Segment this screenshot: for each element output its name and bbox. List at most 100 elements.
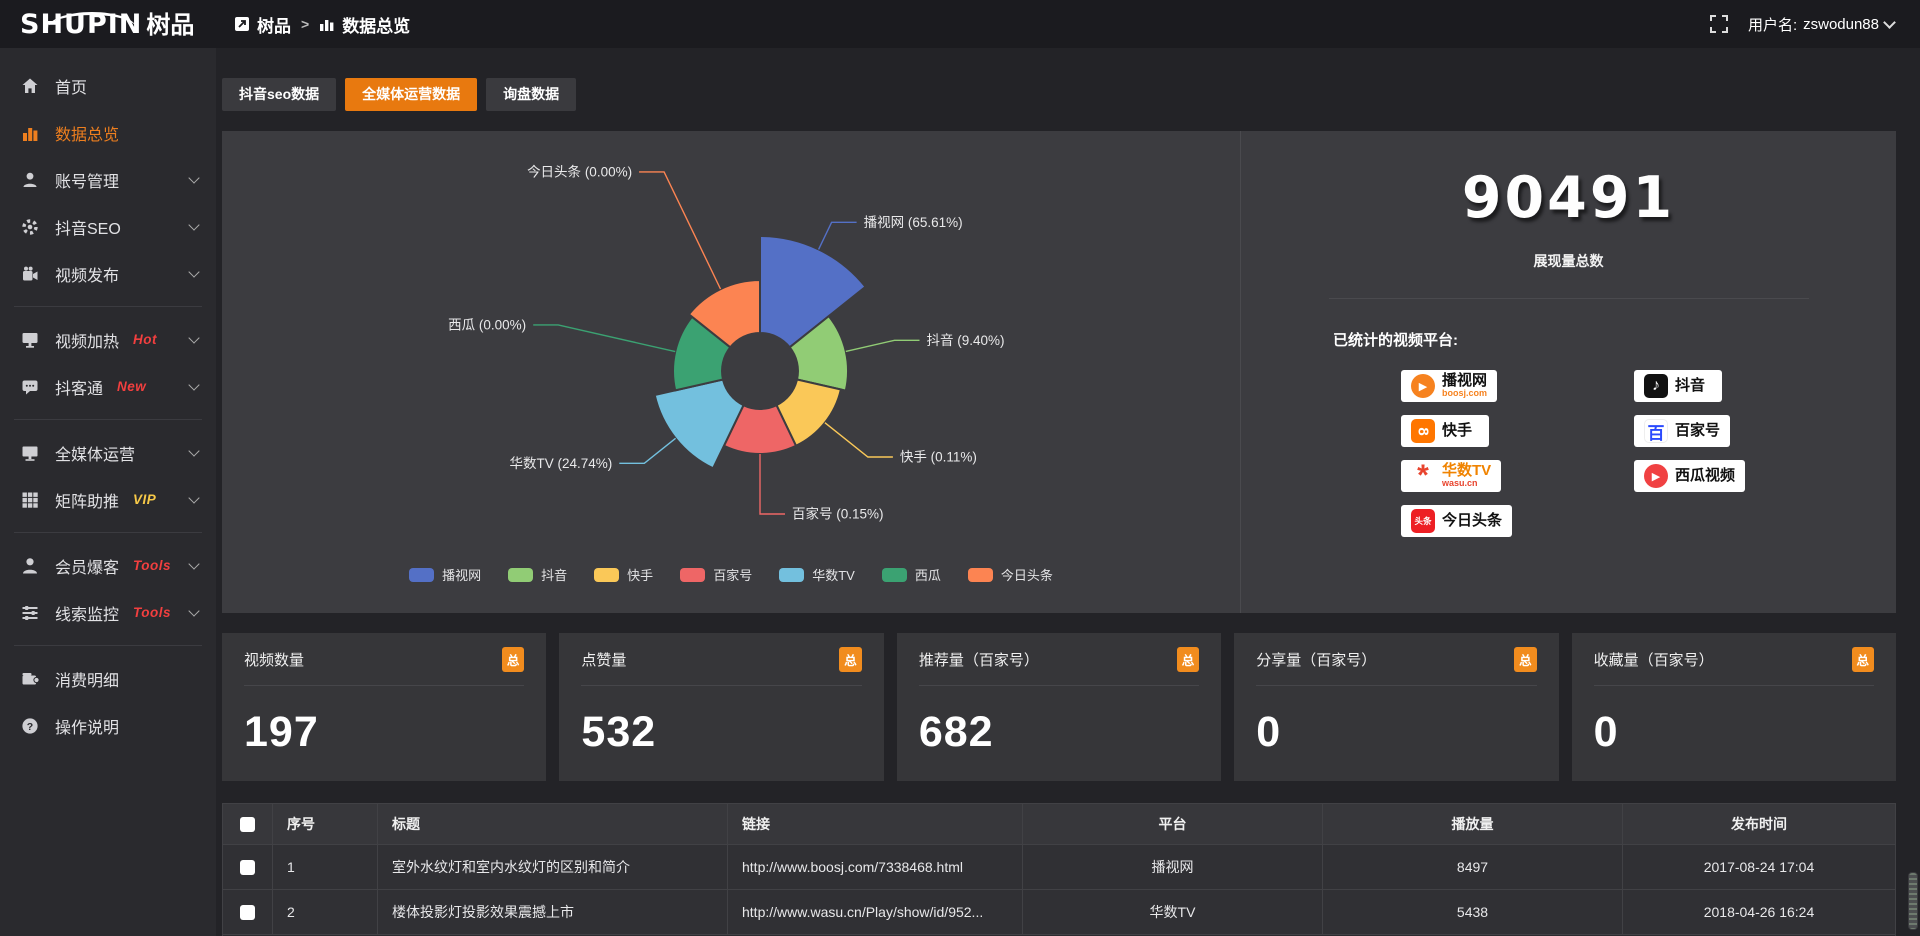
- total-badge[interactable]: 总: [839, 646, 862, 672]
- pie-slice-今日头条[interactable]: [687, 278, 761, 349]
- sidebar-item-抖音SEO[interactable]: 抖音SEO: [0, 203, 216, 250]
- stat-cards-row: 视频数量总 197 点赞量总 532 推荐量（百家号）总 682 分享量（百家号）总 0 收藏量…: [222, 633, 1897, 781]
- rose-pie-chart[interactable]: 播视网 (65.61%) 抖音 (9.40%) 快手 (0.11%) 百家号 (0.1…: [351, 143, 1111, 563]
- stat-card-收藏量（百家号）: 收藏量（百家号） 总 0: [1571, 633, 1897, 781]
- pie-label-line: [639, 171, 722, 290]
- sidebar-item-会员爆客[interactable]: 会员爆客 Tools: [0, 542, 216, 589]
- spend-icon: [20, 669, 40, 689]
- chat-bubble-icon: [20, 377, 40, 397]
- bar-chart-icon: [20, 123, 40, 143]
- breadcrumb-separator: >: [301, 16, 310, 32]
- row-time: 2017-08-24 17:04: [1622, 844, 1896, 890]
- sidebar-item-label: 矩阵助推: [55, 493, 120, 511]
- sidebar-item-label: 视频加热: [55, 333, 120, 351]
- pie-label-今日头条: 今日头条 (0.00%): [527, 163, 632, 179]
- sidebar-item-抖客通[interactable]: 抖客通 New: [0, 363, 216, 410]
- tab-抖音seo数据[interactable]: 抖音seo数据: [222, 78, 337, 111]
- row-url-link[interactable]: http://www.boosj.com/7338468.html: [727, 844, 1023, 890]
- col-header-platform: 平台: [1022, 803, 1323, 845]
- total-badge[interactable]: 总: [1851, 646, 1875, 672]
- pie-slice-播视网[interactable]: [759, 234, 867, 349]
- legend-item-快手[interactable]: 快手: [594, 565, 653, 584]
- sidebar-item-消费明细[interactable]: 消费明细: [0, 655, 216, 702]
- breadcrumb-root[interactable]: 树品: [257, 16, 291, 36]
- stat-card-value: 0: [1256, 708, 1282, 756]
- total-badge[interactable]: 总: [1514, 646, 1537, 672]
- sidebar-item-视频发布[interactable]: 视频发布: [0, 250, 216, 297]
- sidebar-item-视频加热[interactable]: 视频加热 Hot: [0, 316, 216, 363]
- sidebar-item-矩阵助推[interactable]: 矩阵助推 VIP: [0, 476, 216, 523]
- pie-slice-快手[interactable]: [775, 378, 843, 448]
- legend-item-播视网[interactable]: 播视网: [409, 565, 481, 584]
- legend-label: 百家号: [713, 568, 753, 583]
- row-select-cell: [222, 889, 273, 935]
- sidebar-item-操作说明[interactable]: ? 操作说明: [0, 702, 216, 749]
- total-badge[interactable]: 总: [1176, 646, 1200, 672]
- legend-label: 抖音: [541, 568, 568, 583]
- pie-slice-西瓜[interactable]: [672, 315, 732, 392]
- sidebar-item-线索监控[interactable]: 线索监控 Tools: [0, 589, 216, 636]
- screen-play-icon: [20, 330, 40, 350]
- legend-item-抖音[interactable]: 抖音: [508, 565, 567, 584]
- chevron-down-icon: [188, 219, 200, 231]
- row-plays: 5438: [1322, 889, 1623, 935]
- pie-label-line: [619, 437, 677, 464]
- legend-label: 今日头条: [1000, 568, 1053, 583]
- app-square-icon: [235, 17, 249, 31]
- legend-item-百家号[interactable]: 百家号: [680, 565, 752, 584]
- select-all-cell: [222, 803, 273, 845]
- pie-slice-华数TV[interactable]: [653, 378, 745, 470]
- stat-card-header: 点赞量 总: [581, 633, 862, 686]
- breadcrumb-current[interactable]: 数据总览: [342, 16, 411, 36]
- total-badge[interactable]: 总: [501, 646, 525, 672]
- pie-slice-百家号[interactable]: [722, 403, 798, 456]
- sidebar-item-label: 线索监控: [55, 606, 120, 624]
- pie-slice-抖音[interactable]: [788, 314, 849, 392]
- chevron-down-icon: [188, 266, 200, 278]
- row-title-link[interactable]: 室外水纹灯和室内水纹灯的区别和简介: [377, 844, 728, 890]
- platform-name: 华数TV: [1442, 462, 1492, 480]
- sidebar-item-账号管理[interactable]: 账号管理: [0, 156, 216, 203]
- stat-card-点赞量: 点赞量 总 532: [559, 633, 884, 781]
- sidebar-item-label: 抖客通: [55, 380, 104, 398]
- legend-item-西瓜[interactable]: 西瓜: [881, 565, 941, 584]
- stat-card-title: 分享量（百家号）: [1256, 651, 1377, 669]
- header-right: 用户名: zswodun88: [1709, 14, 1920, 35]
- tab-询盘数据[interactable]: 询盘数据: [486, 78, 577, 111]
- stat-card-header: 视频数量 总: [244, 633, 525, 686]
- table-row: 2 楼体投影灯投影效果震撼上市 http://www.wasu.cn/Play/sh…: [222, 889, 1896, 935]
- home-icon: [20, 76, 40, 96]
- videos-table: 序号 标题 链接 平台 播放量 发布时间 1 室外水纹灯和室内水纹灯的区别和简介 http://…: [222, 803, 1896, 936]
- user-menu[interactable]: 用户名: zswodun88: [1748, 14, 1896, 35]
- chevron-down-icon: [1883, 15, 1896, 29]
- sidebar-divider: [14, 306, 202, 307]
- row-checkbox[interactable]: [240, 860, 255, 876]
- sidebar-item-label: 视频发布: [55, 267, 120, 285]
- legend-item-华数TV[interactable]: 华数TV: [779, 565, 855, 584]
- page-scrollbar-thumb[interactable]: [1908, 872, 1918, 930]
- row-checkbox[interactable]: [240, 905, 255, 921]
- sidebar-item-tag: Hot: [133, 332, 158, 347]
- sidebar-item-首页[interactable]: 首页: [0, 62, 216, 109]
- sidebar-item-数据总览[interactable]: 数据总览: [0, 109, 216, 156]
- pie-label-华数TV: 华数TV (24.74%): [510, 456, 613, 471]
- row-url-link[interactable]: http://www.wasu.cn/Play/show/id/952...: [727, 889, 1023, 935]
- platform-badge-百家号: 百百家号: [1634, 415, 1731, 447]
- platform-badge-华数TV: * 华数TV wasu.cn: [1401, 460, 1502, 492]
- top-header: SHUPIN 树品 树品 > 数据总览 用户名: zswodun88: [0, 0, 1920, 48]
- col-header-plays: 播放量: [1322, 803, 1623, 845]
- select-all-checkbox[interactable]: [240, 817, 255, 833]
- stat-card-header: 分享量（百家号） 总: [1256, 633, 1537, 686]
- stat-card-value: 682: [918, 708, 994, 756]
- tab-全媒体运营数据[interactable]: 全媒体运营数据: [345, 78, 478, 111]
- stat-card-value: 532: [581, 708, 657, 756]
- summary-stats-area: 90491 展现量总数 已统计的视频平台: ▶ 播视网 boosj.com ♪ 抖音 8 快…: [1240, 131, 1896, 613]
- row-title-link[interactable]: 楼体投影灯投影效果震撼上市: [377, 889, 728, 935]
- sidebar-item-全媒体运营[interactable]: 全媒体运营: [0, 429, 216, 476]
- legend-item-今日头条[interactable]: 今日头条: [967, 565, 1053, 584]
- fullscreen-icon[interactable]: [1709, 15, 1728, 33]
- pie-label-line: [845, 339, 920, 353]
- row-no: 2: [272, 889, 378, 935]
- sidebar-item-label: 全媒体运营: [55, 446, 136, 464]
- stat-card-推荐量（百家号）: 推荐量（百家号） 总 682: [896, 633, 1222, 781]
